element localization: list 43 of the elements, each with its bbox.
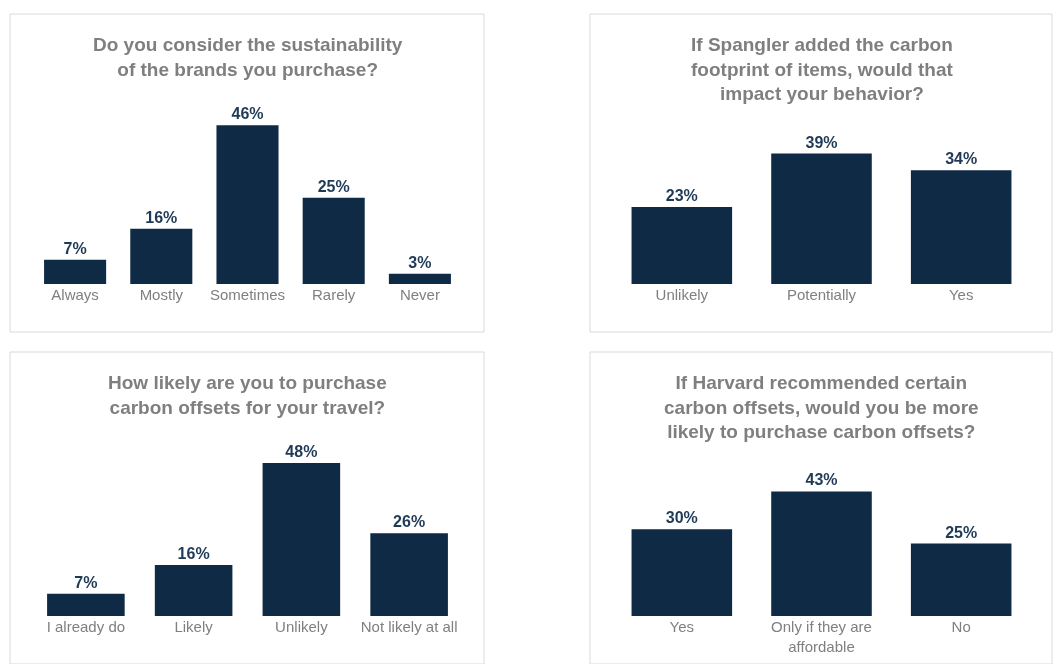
bar — [47, 593, 125, 616]
data-label: 46% — [231, 105, 264, 123]
data-label: 26% — [393, 513, 426, 531]
bar — [388, 273, 451, 284]
x-tick-label: Likely — [174, 618, 214, 635]
x-tick-label: Mostly — [139, 286, 184, 303]
x-tick-label: Unlikely — [275, 618, 329, 635]
chart-title: How likely are you to purchase carbon offsets for your travel? — [108, 372, 387, 418]
chart-title: Do you consider the sustainability of the brands you purchase? — [93, 34, 403, 80]
x-tick-label: Sometimes — [209, 286, 286, 303]
data-label: 16% — [145, 208, 178, 226]
chart-title: If Harvard recommended certain carbon offsets, would you be more likely to purchase carbon offsets? — [664, 372, 979, 443]
x-tick-label: Only if they are affordable — [771, 618, 872, 655]
bar — [130, 228, 193, 284]
data-label: 25% — [317, 177, 350, 195]
x-tick-label: Yes — [669, 618, 695, 635]
data-label: 25% — [945, 523, 978, 541]
data-label: 48% — [285, 443, 318, 461]
data-label: 3% — [408, 253, 432, 271]
bar — [302, 197, 365, 284]
x-tick-label: No — [951, 618, 971, 635]
data-label: 16% — [177, 545, 210, 563]
bar — [262, 463, 341, 616]
x-tick-label: Not likely at all — [360, 618, 458, 635]
data-label: 23% — [665, 187, 698, 205]
data-label: 43% — [805, 471, 838, 489]
x-tick-label: I already do — [46, 618, 126, 635]
x-tick-label: Rarely — [312, 286, 356, 303]
x-tick-label: Always — [51, 286, 99, 303]
data-label: 39% — [805, 133, 838, 151]
bar — [370, 533, 448, 616]
bar — [154, 565, 233, 616]
data-label: 7% — [63, 239, 87, 257]
x-tick-label: Unlikely — [655, 286, 709, 303]
x-tick-label: Potentially — [786, 286, 857, 303]
chart-title: If Spangler added the carbon footprint of items, would that impact your behavior? — [691, 34, 954, 105]
bar — [216, 125, 279, 284]
data-label: 34% — [945, 150, 978, 168]
data-label: 30% — [665, 509, 698, 527]
data-label: 7% — [74, 573, 98, 591]
x-tick-label: Never — [399, 286, 440, 303]
bar — [44, 259, 107, 284]
x-tick-label: Yes — [948, 286, 974, 303]
